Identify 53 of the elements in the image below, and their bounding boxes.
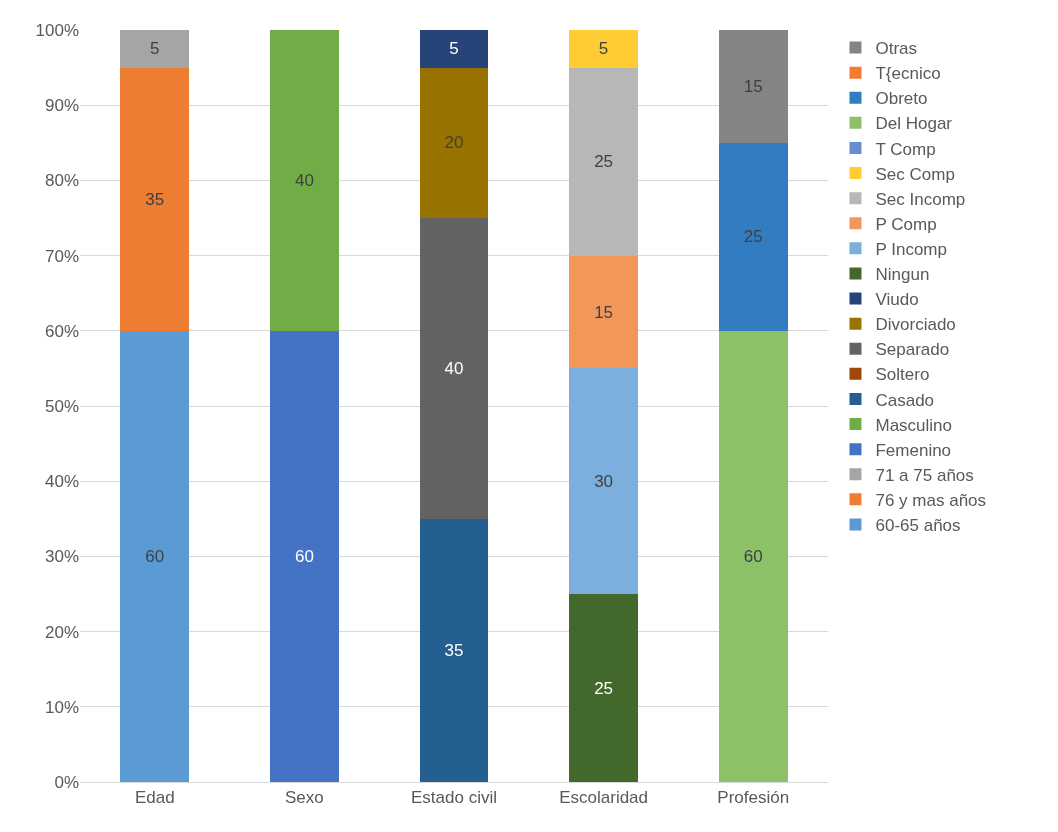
y-tick-label: 70% (44, 246, 79, 266)
data-label: 60 (145, 546, 165, 566)
y-tick-label: 40% (44, 472, 79, 492)
legend-label: Masculino (875, 415, 953, 435)
data-label: 5 (449, 39, 459, 59)
legend-label: Otras (875, 39, 918, 59)
data-label: 25 (594, 152, 614, 172)
data-label: 35 (444, 640, 464, 660)
data-label: 35 (145, 189, 165, 209)
data-label: 25 (743, 227, 763, 247)
y-tick-label: 80% (44, 171, 79, 191)
legend-label: Femenino (875, 440, 952, 460)
legend-label: T{ecnico (875, 64, 941, 84)
data-label: 5 (150, 39, 160, 59)
data-label: 30 (594, 471, 614, 491)
y-tick-label: 50% (44, 396, 79, 416)
legend-label: Viudo (875, 290, 919, 310)
legend-label: P Incomp (875, 239, 947, 259)
data-label: 40 (294, 170, 314, 190)
x-tick-label: Sexo (285, 788, 324, 808)
legend-label: Divorciado (875, 315, 956, 335)
legend-label: Soltero (875, 365, 930, 385)
y-tick-label: 0% (54, 772, 79, 792)
y-tick-label: 100% (35, 20, 79, 40)
data-label: 40 (444, 358, 464, 378)
data-label: 20 (444, 133, 464, 153)
y-tick-label: 20% (44, 622, 79, 642)
legend-label: Obreto (875, 89, 928, 109)
y-tick-label: 60% (44, 321, 79, 341)
data-label: 5 (598, 39, 609, 59)
legend-label: Ningun (875, 265, 930, 285)
legend-label: P Comp (875, 214, 937, 234)
data-label: 60 (743, 546, 763, 566)
legend-label: Sec Incomp (875, 189, 966, 209)
legend-label: 60-65 años (875, 516, 961, 536)
legend-label: Separado (875, 340, 950, 360)
y-tick-label: 30% (44, 547, 79, 567)
data-label: 15 (743, 76, 763, 96)
legend-label: Casado (875, 390, 935, 410)
y-tick-label: 90% (44, 96, 79, 116)
data-label: 15 (594, 302, 614, 322)
legend-label: 76 y mas años (875, 490, 987, 510)
data-label: 25 (594, 678, 614, 698)
data-label: 60 (294, 546, 314, 566)
x-tick-label: Profesión (717, 788, 790, 808)
legend-label: T Comp (875, 139, 936, 159)
legend-label: Sec Comp (875, 164, 955, 184)
x-tick-label: Escolaridad (559, 788, 649, 808)
x-tick-label: Edad (134, 788, 175, 808)
legend-label: Del Hogar (875, 114, 953, 134)
y-tick-label: 10% (44, 697, 79, 717)
x-tick-label: Estado civil (411, 788, 497, 808)
legend-label: 71 a 75 años (875, 465, 974, 485)
